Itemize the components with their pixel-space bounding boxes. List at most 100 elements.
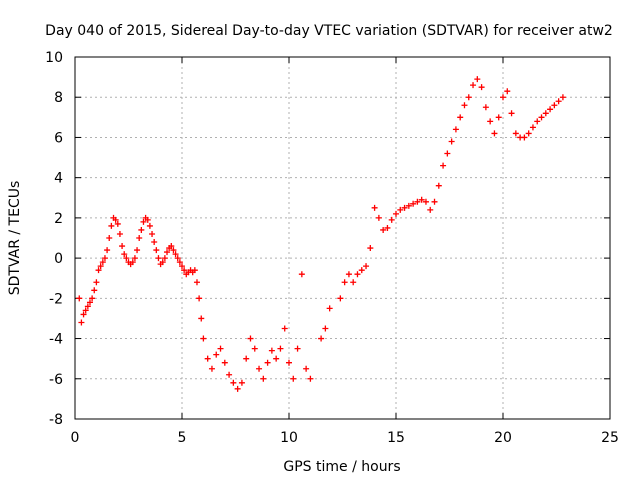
y-tick-label: 10: [45, 50, 63, 66]
data-point: [179, 263, 185, 270]
data-point: [198, 315, 205, 322]
ticks: 0 5 10 15 20 25 -8 -6 -4 -2 0 2 4 6 8 10: [45, 50, 619, 446]
x-axis-label: GPS time / hours: [283, 459, 400, 475]
data-point: [393, 210, 399, 217]
data-point: [542, 110, 549, 117]
data-point: [326, 305, 333, 312]
data-point: [555, 98, 562, 105]
data-point: [452, 126, 459, 133]
data-point: [414, 198, 421, 205]
data-point: [76, 295, 83, 302]
data-point: [121, 251, 128, 258]
data-point: [418, 196, 425, 203]
plot-frame: [74, 56, 611, 420]
data-point: [367, 245, 374, 252]
data-point: [234, 385, 241, 392]
data-point: [307, 375, 314, 382]
data-point: [410, 200, 417, 207]
data-point: [281, 325, 288, 332]
data-point: [134, 247, 141, 254]
data-point: [495, 114, 502, 121]
data-point: [380, 226, 387, 233]
data-point: [176, 259, 183, 266]
data-point: [226, 371, 233, 378]
data-point: [106, 235, 113, 241]
data-point: [78, 319, 85, 326]
data-point: [89, 295, 96, 302]
data-point: [155, 255, 162, 262]
data-point: [375, 214, 382, 221]
data-point: [251, 345, 258, 352]
data-point: [422, 198, 429, 205]
data-point: [322, 325, 329, 332]
data-point: [170, 247, 177, 254]
data-point: [500, 94, 506, 101]
data-point: [101, 255, 108, 262]
data-point: [131, 255, 138, 262]
data-point: [217, 345, 224, 352]
data-point: [247, 335, 254, 342]
data-point: [465, 94, 472, 101]
data-point: [508, 110, 515, 117]
data-point: [264, 359, 271, 366]
data-point: [448, 138, 455, 145]
data-point: [243, 355, 250, 362]
data-point: [547, 106, 554, 113]
y-tick-label: -8: [49, 412, 63, 428]
data-point: [153, 247, 160, 254]
chart-title: Day 040 of 2015, Sidereal Day-to-day VTE…: [45, 23, 613, 39]
y-tick-label: -4: [49, 332, 63, 348]
y-axis-label: SDTVAR / TECUs: [7, 181, 23, 296]
data-point: [504, 88, 511, 95]
data-point: [84, 303, 91, 310]
data-point: [114, 220, 121, 227]
data-point: [144, 216, 151, 223]
data-point: [529, 124, 536, 131]
data-point: [512, 130, 519, 137]
data-point: [474, 76, 481, 83]
data-point: [461, 102, 468, 109]
data-point: [161, 255, 168, 262]
data-point: [97, 263, 104, 270]
data-point: [354, 271, 361, 278]
data-point: [140, 218, 147, 225]
data-point: [82, 307, 89, 314]
x-tick-label: 10: [280, 430, 298, 446]
data-point: [470, 82, 477, 89]
data-point: [294, 345, 301, 352]
data-point: [200, 335, 207, 342]
x-tick-label: 15: [387, 430, 405, 446]
data-point: [534, 118, 541, 125]
data-point: [256, 365, 263, 372]
data-point: [358, 267, 365, 274]
data-point: [435, 182, 442, 189]
y-tick-label: 4: [54, 171, 63, 187]
data-point: [238, 379, 245, 386]
data-point: [174, 255, 181, 262]
y-tick-label: 8: [54, 90, 63, 106]
data-point: [230, 379, 237, 386]
data-point: [431, 198, 438, 205]
data-point: [95, 267, 102, 274]
data-point: [129, 259, 136, 266]
data-point: [318, 335, 325, 342]
grid: [75, 57, 610, 419]
data-point: [290, 375, 297, 382]
data-point: [397, 206, 404, 213]
data-series: [76, 76, 566, 392]
data-point: [268, 347, 275, 354]
data-point: [172, 251, 179, 258]
data-point: [401, 204, 408, 211]
data-point: [99, 259, 106, 266]
data-point: [384, 224, 391, 231]
data-point: [405, 202, 412, 209]
data-point: [119, 243, 126, 250]
data-point: [427, 206, 434, 213]
data-point: [487, 118, 494, 125]
data-point: [482, 104, 489, 111]
data-point: [551, 102, 558, 109]
x-tick-label: 0: [71, 430, 80, 446]
data-point: [371, 204, 378, 211]
data-point: [159, 259, 166, 266]
